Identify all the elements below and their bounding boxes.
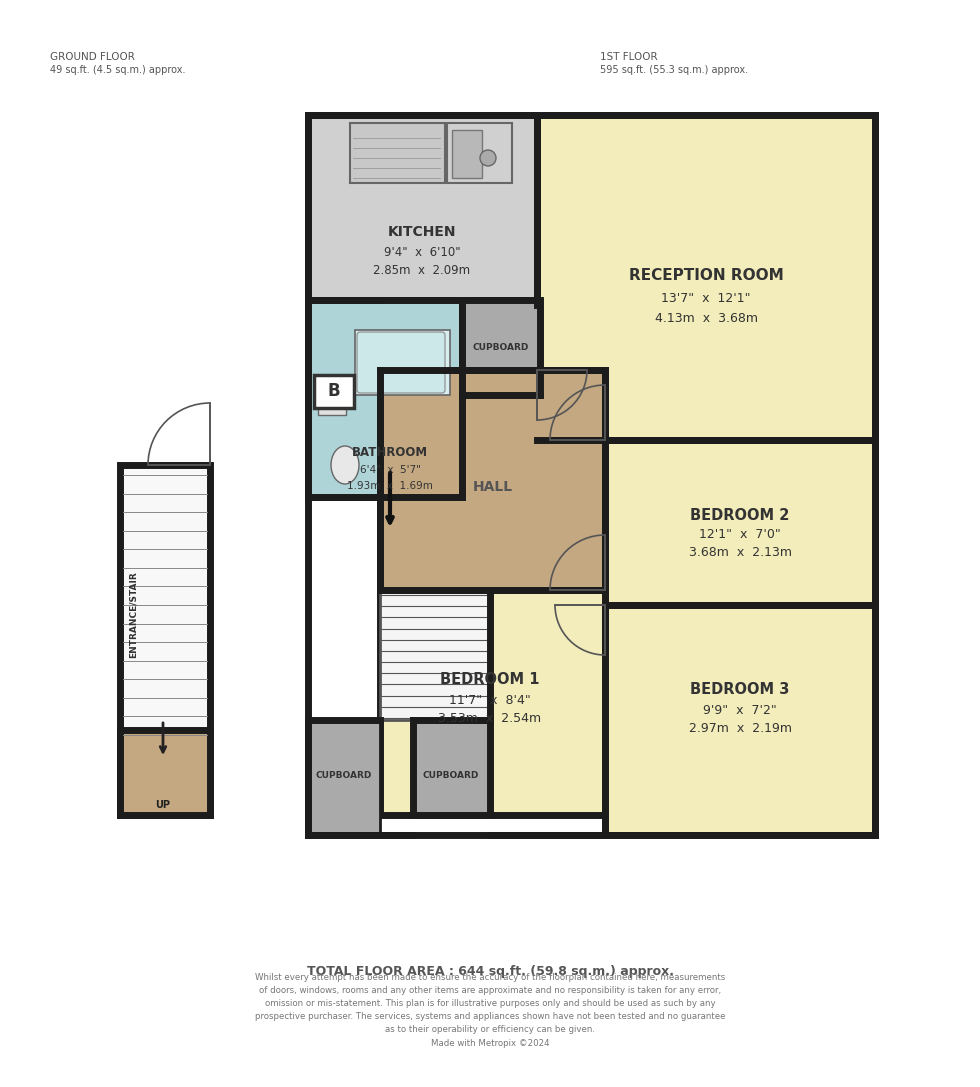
Bar	[355, 330, 450, 395]
Text: 3.53m  x  2.54m: 3.53m x 2.54m	[438, 712, 542, 725]
Bar	[413, 720, 490, 815]
Circle shape	[480, 150, 496, 166]
Text: B: B	[327, 383, 340, 400]
Text: 2.85m  x  2.09m: 2.85m x 2.09m	[373, 263, 470, 276]
Bar	[318, 390, 346, 415]
Text: CUPBOARD: CUPBOARD	[422, 771, 479, 779]
Text: 6'4"  x  5'7": 6'4" x 5'7"	[360, 465, 420, 475]
Text: 1ST FLOOR: 1ST FLOOR	[600, 52, 658, 62]
Text: 9'4"  x  6'10": 9'4" x 6'10"	[384, 246, 461, 259]
Text: 49 sq.ft. (4.5 sq.m.) approx.: 49 sq.ft. (4.5 sq.m.) approx.	[50, 65, 185, 75]
Text: GROUND FLOOR: GROUND FLOOR	[50, 52, 135, 62]
Bar	[350, 123, 445, 183]
Text: ENTRANCE/STAIR: ENTRANCE/STAIR	[128, 572, 137, 659]
Text: 13'7"  x  12'1": 13'7" x 12'1"	[662, 291, 751, 304]
Bar	[380, 590, 490, 720]
Text: BEDROOM 3: BEDROOM 3	[690, 683, 790, 698]
Text: 595 sq.ft. (55.3 sq.m.) approx.: 595 sq.ft. (55.3 sq.m.) approx.	[600, 65, 748, 75]
Text: 12'1"  x  7'0": 12'1" x 7'0"	[699, 528, 781, 541]
Text: Whilst every attempt has been made to ensure the accuracy of the floorplan conta: Whilst every attempt has been made to en…	[255, 973, 725, 1048]
Bar	[308, 300, 462, 497]
Bar	[380, 370, 605, 590]
Text: CUPBOARD: CUPBOARD	[472, 342, 529, 351]
Bar	[314, 375, 354, 408]
Text: 9'9"  x  7'2": 9'9" x 7'2"	[703, 703, 777, 716]
Text: 1.93m  x  1.69m: 1.93m x 1.69m	[347, 482, 433, 491]
Bar	[462, 300, 540, 395]
Text: BEDROOM 2: BEDROOM 2	[690, 508, 790, 523]
Bar	[537, 115, 875, 440]
Bar	[120, 730, 210, 815]
Text: UP: UP	[156, 800, 171, 810]
Ellipse shape	[331, 446, 359, 484]
Bar	[452, 130, 482, 178]
Bar	[605, 605, 875, 835]
Text: 3.68m  x  2.13m: 3.68m x 2.13m	[689, 547, 792, 560]
Bar	[308, 720, 380, 835]
Text: KITCHEN: KITCHEN	[388, 225, 457, 239]
Bar	[120, 465, 210, 815]
Bar	[380, 590, 605, 815]
Text: TOTAL FLOOR AREA : 644 sq.ft. (59.8 sq.m.) approx.: TOTAL FLOOR AREA : 644 sq.ft. (59.8 sq.m…	[307, 965, 673, 978]
Text: CUPBOARD: CUPBOARD	[316, 771, 372, 779]
Bar	[308, 115, 537, 300]
Text: BATHROOM: BATHROOM	[352, 447, 428, 460]
Text: HALL: HALL	[473, 480, 514, 493]
Text: RECEPTION ROOM: RECEPTION ROOM	[628, 267, 783, 283]
Bar	[605, 440, 875, 605]
Bar	[447, 123, 512, 183]
FancyBboxPatch shape	[357, 332, 445, 393]
Text: 4.13m  x  3.68m: 4.13m x 3.68m	[655, 312, 758, 325]
Text: 11'7"  x  8'4": 11'7" x 8'4"	[449, 694, 531, 707]
Text: BEDROOM 1: BEDROOM 1	[440, 673, 540, 687]
Text: 2.97m  x  2.19m: 2.97m x 2.19m	[689, 722, 792, 735]
